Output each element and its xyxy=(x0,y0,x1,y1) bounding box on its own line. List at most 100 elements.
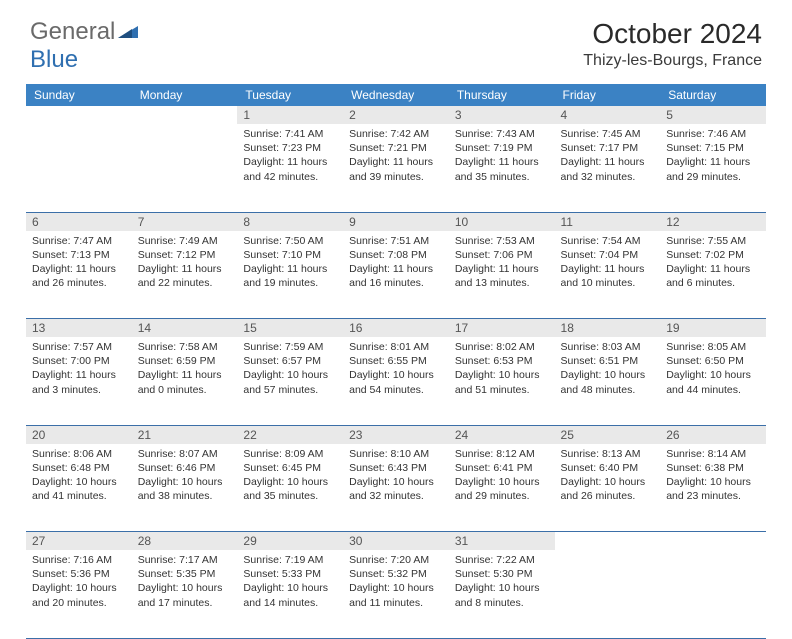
day-number: 17 xyxy=(449,319,555,337)
month-title: October 2024 xyxy=(583,18,762,50)
day-cell: Sunrise: 7:47 AMSunset: 7:13 PMDaylight:… xyxy=(26,231,132,319)
day-cell: Sunrise: 7:59 AMSunset: 6:57 PMDaylight:… xyxy=(237,337,343,425)
day-line: Sunset: 7:08 PM xyxy=(349,248,443,262)
day-line: Sunset: 7:23 PM xyxy=(243,141,337,155)
day-cell: Sunrise: 7:57 AMSunset: 7:00 PMDaylight:… xyxy=(26,337,132,425)
day-line: Sunset: 7:17 PM xyxy=(561,141,655,155)
day-number: 26 xyxy=(660,426,766,444)
day-cell: Sunrise: 7:16 AMSunset: 5:36 PMDaylight:… xyxy=(26,550,132,638)
day-line: and 8 minutes. xyxy=(455,596,549,610)
day-cell: Sunrise: 7:53 AMSunset: 7:06 PMDaylight:… xyxy=(449,231,555,319)
day-line: Sunset: 5:35 PM xyxy=(138,567,232,581)
day-number-cell: 3 xyxy=(449,106,555,124)
day-line: Daylight: 10 hours xyxy=(455,581,549,595)
day-line: Sunset: 7:12 PM xyxy=(138,248,232,262)
day-content: Sunrise: 8:05 AMSunset: 6:50 PMDaylight:… xyxy=(660,337,766,401)
day-line: Sunset: 6:45 PM xyxy=(243,461,337,475)
day-line: Daylight: 10 hours xyxy=(349,475,443,489)
day-line: Daylight: 11 hours xyxy=(349,262,443,276)
day-line: Sunset: 6:57 PM xyxy=(243,354,337,368)
day-number-cell: 10 xyxy=(449,212,555,231)
week-row: Sunrise: 7:47 AMSunset: 7:13 PMDaylight:… xyxy=(26,231,766,319)
day-line: Sunrise: 7:46 AM xyxy=(666,127,760,141)
day-line: Sunrise: 8:12 AM xyxy=(455,447,549,461)
day-content: Sunrise: 7:59 AMSunset: 6:57 PMDaylight:… xyxy=(237,337,343,401)
location: Thizy-les-Bourgs, France xyxy=(583,52,762,70)
day-number: 10 xyxy=(449,213,555,231)
calendar-head: SundayMondayTuesdayWednesdayThursdayFrid… xyxy=(26,84,766,106)
day-line: Daylight: 10 hours xyxy=(32,475,126,489)
day-line: and 29 minutes. xyxy=(666,170,760,184)
daynum-row: 20212223242526 xyxy=(26,425,766,444)
weekday-header: Tuesday xyxy=(237,84,343,106)
day-content: Sunrise: 7:43 AMSunset: 7:19 PMDaylight:… xyxy=(449,124,555,188)
day-content: Sunrise: 7:22 AMSunset: 5:30 PMDaylight:… xyxy=(449,550,555,614)
day-line: Sunrise: 8:02 AM xyxy=(455,340,549,354)
day-content: Sunrise: 7:47 AMSunset: 7:13 PMDaylight:… xyxy=(26,231,132,295)
day-number: 9 xyxy=(343,213,449,231)
week-row: Sunrise: 8:06 AMSunset: 6:48 PMDaylight:… xyxy=(26,444,766,532)
day-line: Daylight: 11 hours xyxy=(455,262,549,276)
day-content: Sunrise: 8:06 AMSunset: 6:48 PMDaylight:… xyxy=(26,444,132,508)
calendar-body: 12345Sunrise: 7:41 AMSunset: 7:23 PMDayl… xyxy=(26,106,766,638)
day-line: Sunrise: 8:06 AM xyxy=(32,447,126,461)
day-content: Sunrise: 8:09 AMSunset: 6:45 PMDaylight:… xyxy=(237,444,343,508)
daynum-row: 6789101112 xyxy=(26,212,766,231)
day-line: Sunrise: 7:58 AM xyxy=(138,340,232,354)
day-content: Sunrise: 7:19 AMSunset: 5:33 PMDaylight:… xyxy=(237,550,343,614)
daynum-row: 12345 xyxy=(26,106,766,124)
week-row: Sunrise: 7:57 AMSunset: 7:00 PMDaylight:… xyxy=(26,337,766,425)
day-line: Daylight: 11 hours xyxy=(561,155,655,169)
day-line: Sunset: 7:00 PM xyxy=(32,354,126,368)
weekday-row: SundayMondayTuesdayWednesdayThursdayFrid… xyxy=(26,84,766,106)
day-line: and 0 minutes. xyxy=(138,383,232,397)
day-number-cell: 8 xyxy=(237,212,343,231)
day-line: Sunset: 6:59 PM xyxy=(138,354,232,368)
day-cell xyxy=(132,124,238,212)
day-number-cell: 9 xyxy=(343,212,449,231)
day-cell: Sunrise: 7:22 AMSunset: 5:30 PMDaylight:… xyxy=(449,550,555,638)
day-line: Sunset: 6:51 PM xyxy=(561,354,655,368)
day-cell: Sunrise: 8:13 AMSunset: 6:40 PMDaylight:… xyxy=(555,444,661,532)
day-line: Sunset: 5:33 PM xyxy=(243,567,337,581)
day-number-cell: 31 xyxy=(449,532,555,551)
day-number: 22 xyxy=(237,426,343,444)
day-number: 11 xyxy=(555,213,661,231)
day-number: 14 xyxy=(132,319,238,337)
day-number-cell: 21 xyxy=(132,425,238,444)
day-cell: Sunrise: 8:12 AMSunset: 6:41 PMDaylight:… xyxy=(449,444,555,532)
day-line: Sunset: 5:36 PM xyxy=(32,567,126,581)
day-line: Sunrise: 7:45 AM xyxy=(561,127,655,141)
day-number: 3 xyxy=(449,106,555,124)
day-line: Daylight: 11 hours xyxy=(32,262,126,276)
day-cell: Sunrise: 7:45 AMSunset: 7:17 PMDaylight:… xyxy=(555,124,661,212)
weekday-header: Friday xyxy=(555,84,661,106)
day-content: Sunrise: 8:14 AMSunset: 6:38 PMDaylight:… xyxy=(660,444,766,508)
day-cell: Sunrise: 8:06 AMSunset: 6:48 PMDaylight:… xyxy=(26,444,132,532)
day-number: 1 xyxy=(237,106,343,124)
day-cell: Sunrise: 7:42 AMSunset: 7:21 PMDaylight:… xyxy=(343,124,449,212)
day-number-cell: 12 xyxy=(660,212,766,231)
day-line: Sunset: 5:32 PM xyxy=(349,567,443,581)
day-number xyxy=(26,106,132,124)
day-number-cell: 2 xyxy=(343,106,449,124)
day-cell: Sunrise: 7:58 AMSunset: 6:59 PMDaylight:… xyxy=(132,337,238,425)
day-line: Sunrise: 8:14 AM xyxy=(666,447,760,461)
day-line: Daylight: 11 hours xyxy=(561,262,655,276)
day-cell: Sunrise: 8:01 AMSunset: 6:55 PMDaylight:… xyxy=(343,337,449,425)
day-line: and 42 minutes. xyxy=(243,170,337,184)
day-line: and 32 minutes. xyxy=(561,170,655,184)
day-number: 30 xyxy=(343,532,449,550)
day-line: and 20 minutes. xyxy=(32,596,126,610)
day-cell: Sunrise: 7:54 AMSunset: 7:04 PMDaylight:… xyxy=(555,231,661,319)
day-number-cell: 19 xyxy=(660,319,766,338)
day-number-cell xyxy=(132,106,238,124)
day-cell xyxy=(555,550,661,638)
calendar-table: SundayMondayTuesdayWednesdayThursdayFrid… xyxy=(26,84,766,639)
day-line: Sunrise: 7:47 AM xyxy=(32,234,126,248)
day-number-cell: 24 xyxy=(449,425,555,444)
day-cell xyxy=(26,124,132,212)
day-content: Sunrise: 7:17 AMSunset: 5:35 PMDaylight:… xyxy=(132,550,238,614)
day-line: Sunrise: 7:42 AM xyxy=(349,127,443,141)
day-line: and 14 minutes. xyxy=(243,596,337,610)
